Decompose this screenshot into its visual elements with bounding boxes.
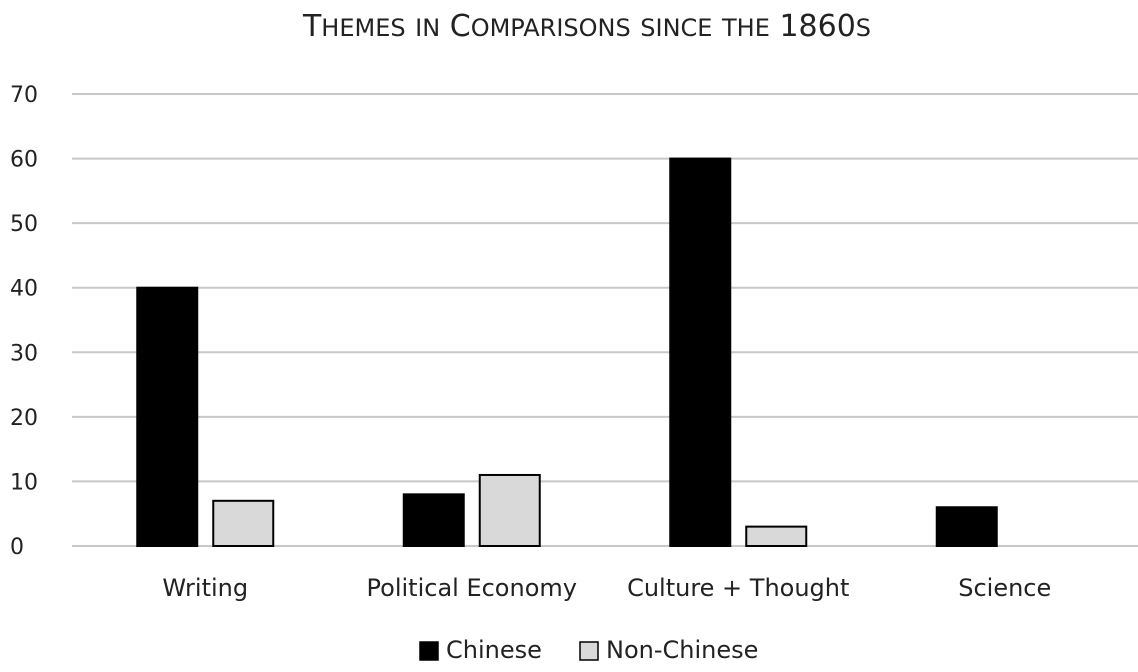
x-category-label-culture-thought: Culture + Thought [627, 574, 849, 602]
y-tick-label-10: 10 [10, 470, 38, 495]
bar-chinese-political-economy [402, 493, 465, 548]
legend-swatch-non-chinese [579, 641, 599, 661]
legend: Chinese Non-Chinese [419, 636, 758, 664]
y-tick-label-20: 20 [10, 406, 38, 431]
x-category-label-science: Science [958, 574, 1051, 602]
bar-chinese-science [935, 506, 998, 547]
x-axis-categories: Writing Political Economy Culture + Though… [162, 574, 1051, 602]
y-tick-label-0: 0 [10, 535, 24, 560]
bar-chinese-culture-thought [669, 157, 732, 547]
bar-chinese-writing [136, 286, 199, 547]
legend-label-chinese: Chinese [446, 636, 542, 664]
x-category-label-political-economy: Political Economy [367, 574, 577, 602]
y-axis-ticks: 0 10 20 30 40 50 60 70 [10, 83, 38, 560]
y-tick-label-70: 70 [10, 83, 38, 108]
legend-swatch-chinese [419, 641, 439, 661]
bar-non-chinese-culture-thought [745, 525, 808, 548]
y-tick-label-60: 60 [10, 148, 38, 173]
y-tick-label-50: 50 [10, 212, 38, 237]
bar-non-chinese-political-economy [478, 473, 541, 548]
gridlines [72, 93, 1138, 547]
y-tick-label-40: 40 [10, 277, 38, 302]
chart-title: THEMES IN COMPARISONS SINCE THE 1860S [302, 9, 871, 44]
bars [136, 157, 998, 548]
legend-label-non-chinese: Non-Chinese [606, 636, 758, 664]
y-tick-label-30: 30 [10, 341, 38, 366]
bar-non-chinese-writing [212, 499, 275, 547]
x-category-label-writing: Writing [162, 574, 248, 602]
